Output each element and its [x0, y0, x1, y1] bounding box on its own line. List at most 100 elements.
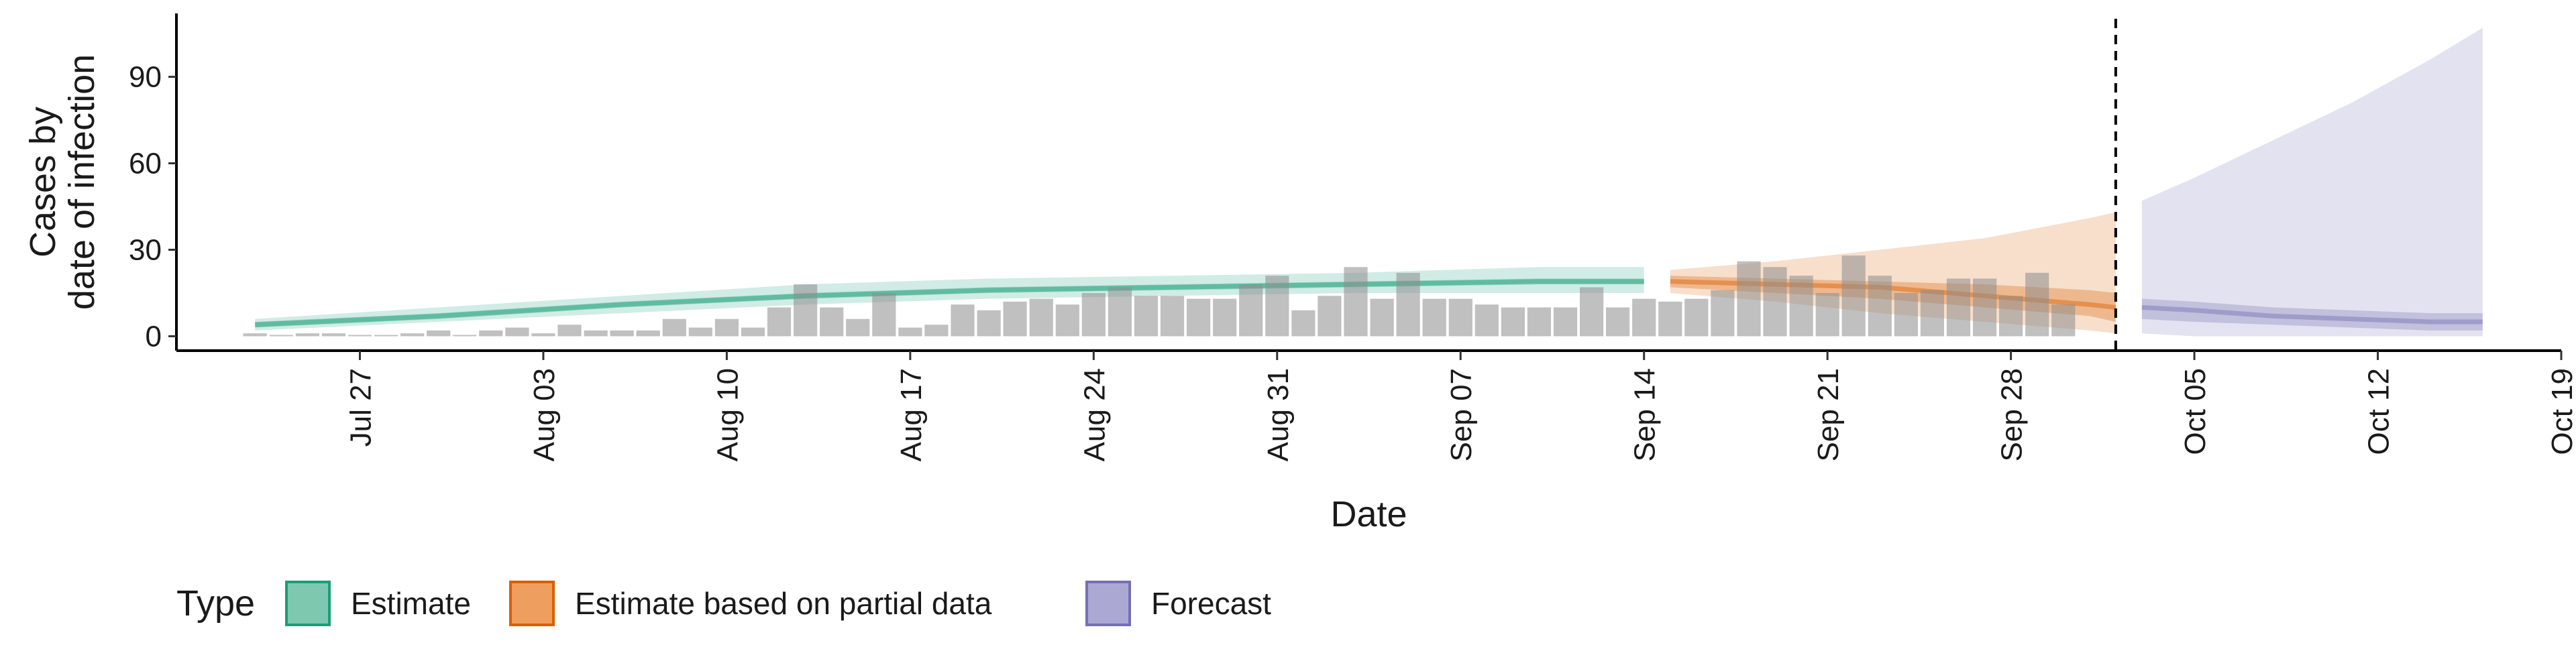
- observed-bar-2020-08-06: [610, 330, 634, 337]
- observed-bar-2020-09-07: [1448, 298, 1472, 337]
- ribbons-layer: [255, 27, 2483, 337]
- y-tick-label-60: 60: [129, 148, 162, 180]
- series-0-outer-band: [255, 267, 1644, 331]
- observed-bar-2020-09-24: [1894, 293, 1918, 337]
- x-tick-label-2020-08-17: Aug 17: [895, 368, 928, 461]
- observed-bar-2020-09-25: [1920, 290, 1944, 337]
- observed-bars-layer: [243, 255, 2076, 337]
- series-0-median-line: [255, 279, 1644, 327]
- observed-bar-2020-08-28: [1187, 298, 1211, 337]
- observed-bar-2020-09-03: [1344, 267, 1368, 337]
- x-tick-label-2020-08-31: Aug 31: [1262, 368, 1295, 461]
- series-2-median-line: [2141, 305, 2483, 325]
- legend-swatch-0: [285, 581, 331, 626]
- observed-bar-2020-08-15: [846, 318, 870, 337]
- observed-bar-2020-08-29: [1213, 298, 1237, 337]
- observed-bar-2020-08-12: [767, 307, 792, 337]
- x-tick-label-2020-10-05: Oct 05: [2179, 368, 2212, 455]
- observed-bar-2020-07-28: [374, 335, 398, 337]
- legend-label-1: Estimate based on partial data: [575, 586, 992, 621]
- observed-bar-2020-09-20: [1789, 276, 1813, 337]
- observed-bar-2020-08-18: [924, 325, 949, 337]
- legend: Type Estimate Estimate based on partial da…: [176, 581, 1271, 626]
- observed-bar-2020-09-15: [1658, 301, 1682, 337]
- legend-label-0: Estimate: [351, 586, 471, 621]
- series-0-inner-band: [255, 278, 1644, 328]
- x-tick-label-2020-10-12: Oct 12: [2363, 368, 2396, 455]
- observed-bar-2020-09-09: [1501, 307, 1525, 337]
- observed-bar-2020-09-12: [1580, 287, 1604, 337]
- observed-bar-2020-08-14: [820, 307, 844, 337]
- legend-title: Type: [176, 583, 255, 624]
- observed-bar-2020-09-10: [1527, 307, 1551, 337]
- x-tick-label-2020-09-28: Sep 28: [1996, 368, 2029, 461]
- observed-bar-2020-08-27: [1160, 296, 1185, 337]
- observed-bar-2020-08-19: [951, 304, 975, 337]
- x-tick-label-2020-09-07: Sep 07: [1445, 368, 1478, 461]
- observed-bar-2020-09-19: [1763, 267, 1787, 337]
- observed-bar-2020-09-11: [1553, 307, 1578, 337]
- observed-bar-2020-08-25: [1108, 287, 1132, 337]
- observed-bar-2020-08-21: [1003, 301, 1027, 337]
- observed-bar-2020-09-04: [1370, 298, 1394, 337]
- observed-bar-2020-07-31: [453, 335, 477, 337]
- x-tick-label-2020-08-10: Aug 10: [711, 368, 744, 461]
- observed-bar-2020-09-30: [2051, 304, 2076, 337]
- y-axis-title: Cases bydate of infection: [23, 54, 102, 310]
- y-tick-label-0: 0: [146, 320, 162, 353]
- observed-bar-2020-08-23: [1055, 304, 1079, 337]
- y-tick-label-90: 90: [129, 61, 162, 94]
- observed-bar-2020-09-29: [2025, 272, 2049, 337]
- observed-bar-2020-08-08: [662, 318, 686, 337]
- legend-label-2: Forecast: [1151, 586, 1271, 621]
- observed-bar-2020-09-26: [1946, 278, 1971, 337]
- observed-bar-2020-08-20: [977, 310, 1001, 337]
- observed-bar-2020-08-03: [531, 333, 555, 337]
- observed-bar-2020-08-10: [714, 318, 739, 337]
- x-tick-label-2020-07-27: Jul 27: [345, 368, 378, 447]
- observed-bar-2020-08-17: [898, 327, 922, 337]
- y-axis-title-line-0: Cases by: [23, 107, 63, 257]
- observed-bar-2020-08-07: [636, 330, 660, 337]
- observed-bar-2020-09-21: [1815, 293, 1839, 337]
- observed-bar-2020-09-16: [1684, 298, 1709, 337]
- observed-bar-2020-08-16: [872, 293, 896, 337]
- observed-bar-2020-07-24: [269, 335, 293, 337]
- x-tick-label-2020-09-21: Sep 21: [1812, 368, 1845, 461]
- observed-bar-2020-09-05: [1396, 272, 1420, 337]
- observed-bar-2020-08-05: [584, 330, 608, 337]
- observed-bar-2020-09-27: [1973, 278, 1997, 337]
- observed-bar-2020-08-02: [505, 327, 529, 337]
- observed-bar-2020-09-08: [1474, 304, 1499, 337]
- observed-bar-2020-07-25: [295, 333, 319, 337]
- observed-bar-2020-08-31: [1265, 276, 1289, 337]
- observed-bar-2020-08-04: [557, 325, 582, 337]
- observed-bar-2020-07-26: [321, 333, 345, 337]
- observed-bar-2020-09-02: [1318, 296, 1342, 337]
- observed-bar-2020-08-22: [1029, 298, 1053, 337]
- observed-bar-2020-07-30: [427, 330, 451, 337]
- x-tick-label-2020-10-19: Oct 19: [2546, 368, 2576, 455]
- observed-bar-2020-08-13: [794, 284, 818, 337]
- axes-layer: 0 30 60 90 Jul 27 Aug 03 Aug 10 Aug 17 Aug 24 Aug…: [23, 13, 2576, 534]
- observed-bar-2020-08-09: [688, 327, 712, 337]
- observed-bar-2020-09-17: [1711, 290, 1735, 337]
- series-2-inner-band: [2141, 298, 2483, 331]
- observed-bar-2020-08-11: [741, 327, 765, 337]
- observed-bar-2020-09-23: [1868, 276, 1892, 337]
- legend-swatch-1: [509, 581, 555, 626]
- observed-bar-2020-09-14: [1632, 298, 1656, 337]
- observed-bar-2020-08-01: [479, 330, 503, 337]
- observed-bar-2020-09-13: [1606, 307, 1630, 337]
- x-axis-title: Date: [1330, 494, 1407, 534]
- observed-bar-2020-07-27: [347, 335, 372, 337]
- observed-bar-2020-08-24: [1081, 293, 1106, 337]
- observed-bar-2020-07-29: [400, 333, 425, 337]
- observed-bar-2020-09-01: [1291, 310, 1316, 337]
- observed-bar-2020-08-30: [1239, 284, 1263, 337]
- observed-bar-2020-08-26: [1134, 296, 1159, 337]
- x-tick-label-2020-09-14: Sep 14: [1629, 368, 1662, 461]
- observed-bar-2020-09-18: [1737, 261, 1761, 337]
- observed-bar-2020-09-06: [1422, 298, 1446, 337]
